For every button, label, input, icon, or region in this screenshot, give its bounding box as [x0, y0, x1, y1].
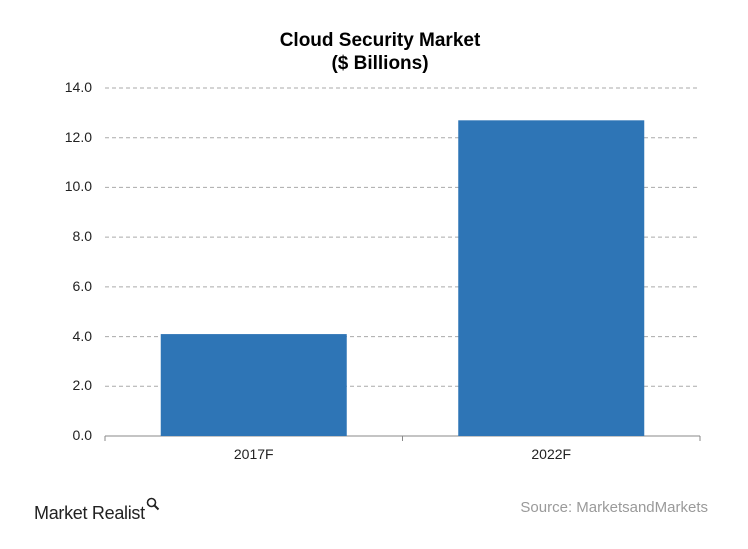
x-tick-label: 2017F: [233, 446, 274, 462]
y-tick-label: 8.0: [72, 228, 92, 245]
source-note: Source: MarketsandMarkets: [520, 499, 708, 516]
y-tick-label: 2.0: [72, 377, 92, 394]
y-tick-label: 14.0: [64, 79, 92, 95]
y-tick-label: 10.0: [64, 178, 92, 195]
y-tick-label: 4.0: [72, 327, 92, 344]
chart-title: Cloud Security Market: [279, 30, 481, 51]
y-tick-label: 0.0: [72, 427, 92, 443]
y-tick-label: 6.0: [72, 277, 92, 294]
magnifier-icon: [146, 497, 160, 511]
chart-subtitle: ($ Billions): [331, 53, 429, 74]
y-tick-label: 12.0: [64, 128, 92, 145]
market-realist-logo: Market Realist: [34, 497, 160, 524]
logo-text: Market Realist: [34, 503, 145, 523]
bar-2017F: [160, 334, 347, 436]
bar-2022F: [458, 120, 645, 437]
x-tick-label: 2022F: [531, 446, 572, 462]
